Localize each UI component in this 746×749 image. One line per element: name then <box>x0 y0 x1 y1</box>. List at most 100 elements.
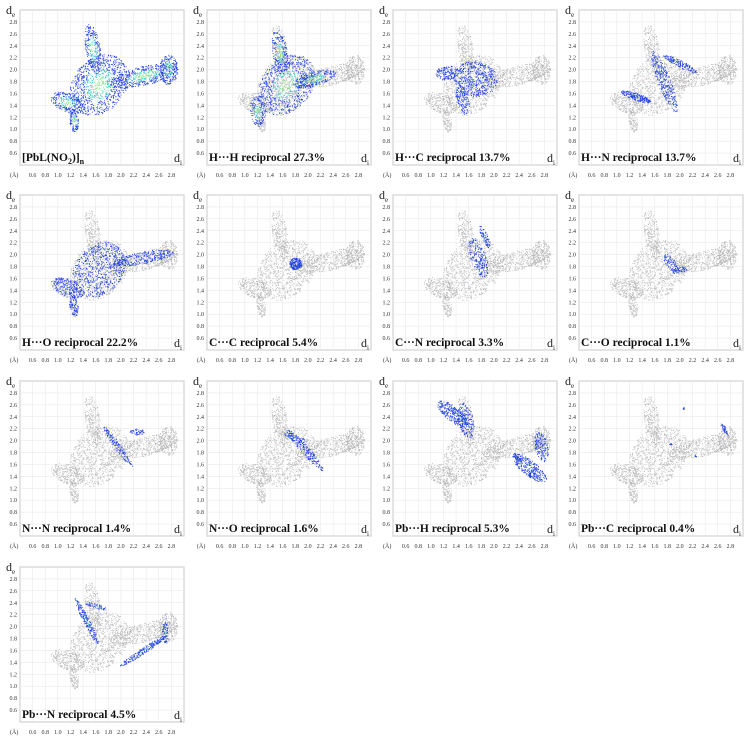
highlight-point <box>163 76 164 77</box>
highlight-point <box>96 88 97 89</box>
highlight-point <box>76 99 77 100</box>
grey-point <box>351 68 352 69</box>
highlight-point <box>80 104 81 105</box>
highlight-point <box>123 63 124 64</box>
grey-point <box>360 72 361 73</box>
highlight-point <box>169 63 170 64</box>
highlight-point <box>75 124 76 125</box>
highlight-point <box>175 64 176 65</box>
x-tick-label: 1.0 <box>54 173 62 179</box>
grey-point <box>318 70 319 71</box>
highlight-point <box>113 70 114 71</box>
highlight-point <box>281 113 282 114</box>
highlight-point <box>145 69 146 70</box>
highlight-point <box>88 53 89 54</box>
grey-point <box>305 70 306 71</box>
grey-point <box>353 61 354 62</box>
grey-point <box>361 74 362 75</box>
grey-point <box>357 71 358 72</box>
grey-point <box>323 72 324 73</box>
highlight-point <box>92 96 93 97</box>
grey-point <box>316 72 317 73</box>
highlight-point <box>141 73 142 74</box>
highlight-point <box>90 93 91 94</box>
highlight-point <box>83 77 84 78</box>
grey-point <box>286 85 287 86</box>
highlight-point <box>62 93 63 94</box>
grey-point <box>261 111 262 112</box>
highlight-point <box>136 73 137 74</box>
grey-point <box>278 28 279 29</box>
highlight-point <box>303 73 304 74</box>
grey-point <box>339 70 340 71</box>
highlight-point <box>99 112 100 113</box>
highlight-point <box>103 60 104 61</box>
highlight-point <box>89 114 90 115</box>
highlight-point <box>86 77 87 78</box>
highlight-point <box>92 112 93 113</box>
grey-point <box>293 101 294 102</box>
grey-point <box>291 93 292 94</box>
highlight-point <box>113 95 114 96</box>
highlight-point <box>68 112 69 113</box>
highlight-point <box>118 95 119 96</box>
highlight-point <box>272 97 273 98</box>
highlight-point <box>103 110 104 111</box>
grey-point <box>356 71 357 72</box>
highlight-point <box>80 91 81 92</box>
highlight-point <box>88 64 89 65</box>
grey-point <box>256 99 257 100</box>
grey-point <box>258 102 259 103</box>
grey-point <box>286 59 287 60</box>
grey-point <box>348 72 349 73</box>
highlight-point <box>94 45 95 46</box>
grey-point <box>299 76 300 77</box>
grey-point <box>280 83 281 84</box>
highlight-point <box>72 97 73 98</box>
grey-point <box>358 65 359 66</box>
highlight-point <box>89 73 90 74</box>
highlight-point <box>141 78 142 79</box>
highlight-point <box>122 64 123 65</box>
highlight-point <box>94 111 95 112</box>
grey-point <box>357 66 358 67</box>
highlight-point <box>133 77 134 78</box>
highlight-point <box>107 81 108 82</box>
highlight-point <box>172 81 173 82</box>
highlight-point <box>107 110 108 111</box>
highlight-point <box>103 81 104 82</box>
highlight-point <box>106 110 107 111</box>
highlight-point <box>138 77 139 78</box>
highlight-point <box>114 86 115 87</box>
highlight-point <box>289 76 290 77</box>
highlight-point <box>95 93 96 94</box>
grey-point <box>337 70 338 71</box>
highlight-point <box>75 118 76 119</box>
highlight-point <box>91 56 92 57</box>
highlight-point <box>73 105 74 106</box>
grey-point <box>238 99 239 100</box>
highlight-point <box>120 85 121 86</box>
highlight-point <box>99 101 100 102</box>
grey-point <box>281 93 282 94</box>
highlight-point <box>73 93 74 94</box>
highlight-point <box>128 77 129 78</box>
highlight-point <box>73 110 74 111</box>
highlight-point <box>100 94 101 95</box>
grey-point <box>243 100 244 101</box>
highlight-point <box>145 84 146 85</box>
highlight-point <box>177 72 178 73</box>
grey-point <box>261 95 262 96</box>
x-tick-label: 1.2 <box>67 173 75 179</box>
highlight-point <box>125 84 126 85</box>
highlight-point <box>166 84 167 85</box>
grey-point <box>347 69 348 70</box>
grey-point <box>251 110 252 111</box>
grey-point <box>357 83 358 84</box>
highlight-point <box>161 65 162 66</box>
highlight-point <box>70 113 71 114</box>
highlight-point <box>273 103 274 104</box>
highlight-point <box>309 90 310 91</box>
grey-point <box>260 86 261 87</box>
grey-point <box>348 75 349 76</box>
